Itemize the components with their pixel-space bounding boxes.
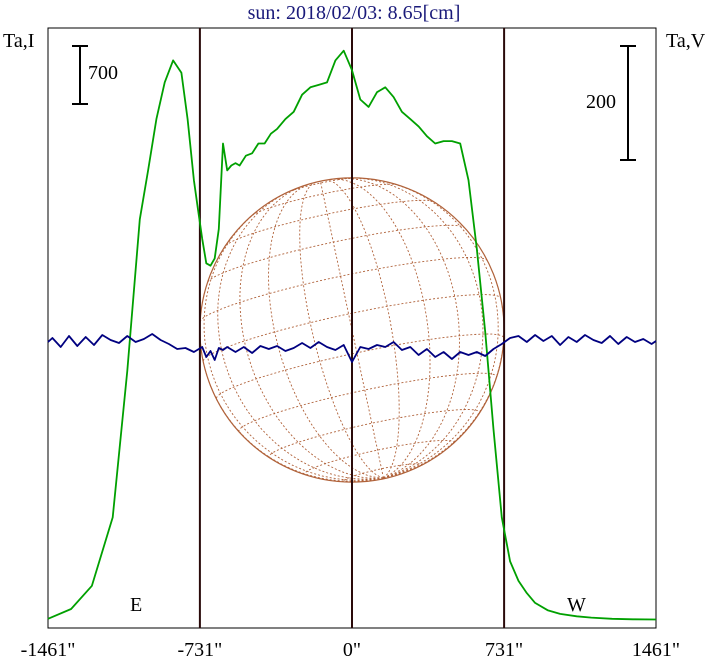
- latitude-line: [304, 439, 455, 476]
- west-limb-label: W: [567, 594, 586, 616]
- x-tick-label: 731": [485, 639, 523, 661]
- longitude-line: [325, 179, 400, 479]
- longitude-line: [330, 178, 431, 479]
- longitude-line: [203, 205, 384, 481]
- longitude-line: [203, 366, 384, 482]
- chart-title: sun: 2018/02/03: 8.65[cm]: [247, 2, 461, 24]
- latitude-line: [199, 257, 488, 322]
- series-line-ta-v: [47, 333, 657, 363]
- right-scale-bar-label: 200: [586, 91, 616, 113]
- latitude-line: [268, 409, 480, 459]
- latitude-line: [225, 199, 434, 246]
- left-axis-label: Ta,I: [3, 30, 35, 52]
- latitude-line: [286, 177, 356, 194]
- x-tick-label: 1461": [632, 639, 680, 661]
- x-tick-label: -1461": [21, 639, 76, 661]
- longitude-line: [381, 180, 499, 479]
- latitude-line: [343, 463, 422, 483]
- x-tick-label: 0": [343, 639, 361, 661]
- longitude-line: [239, 187, 384, 479]
- longitude-line: [268, 183, 384, 479]
- series-line-ta-i: [47, 49, 657, 621]
- latitude-line: [215, 333, 504, 399]
- latitude-line: [202, 294, 501, 362]
- left-scale-bar-label: 700: [88, 62, 118, 84]
- longitude-line: [319, 181, 384, 478]
- east-limb-label: E: [130, 594, 143, 616]
- longitude-line: [356, 177, 484, 479]
- x-tick-label: -731": [177, 639, 222, 661]
- longitude-line: [217, 192, 384, 480]
- latitude-line: [251, 183, 397, 216]
- longitude-line: [299, 182, 384, 479]
- right-axis-label: Ta,V: [666, 30, 706, 52]
- longitude-line: [342, 177, 460, 479]
- longitude-line: [383, 303, 505, 479]
